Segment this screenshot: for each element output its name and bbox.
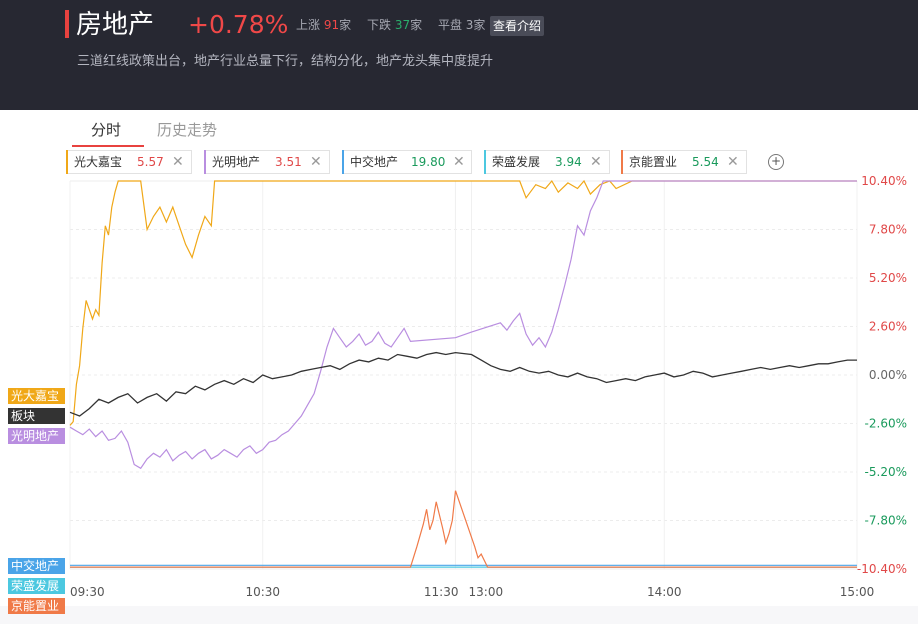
y-tick-label: -7.80% xyxy=(865,514,907,528)
series-line-京能置业 xyxy=(70,490,857,568)
stock-chip-value: 3.94 xyxy=(555,155,582,169)
flat-count-group: 平盘 3家 xyxy=(438,18,486,32)
stock-chip-3[interactable]: 荣盛发展 3.94 ✕ xyxy=(484,150,610,174)
unit-label: 家 xyxy=(410,18,423,32)
y-tick-label: 7.80% xyxy=(869,223,907,237)
breadth-counts: 上涨 91家 下跌 37家 平盘 3家 xyxy=(296,16,497,34)
x-tick-label: 15:00 xyxy=(840,585,875,599)
close-icon[interactable]: ✕ xyxy=(453,154,465,170)
stock-chip-4[interactable]: 京能置业 5.54 ✕ xyxy=(621,150,747,174)
sector-title: 房地产 xyxy=(76,10,155,40)
series-tag: 中交地产 xyxy=(8,558,65,574)
chip-color-stripe xyxy=(66,150,68,174)
up-label: 上涨 xyxy=(296,18,321,32)
chart-footer-band xyxy=(0,606,918,624)
stock-chip-value: 5.57 xyxy=(137,155,164,169)
down-count-group: 下跌 37家 xyxy=(367,18,422,32)
intraday-chart: 10.40% 7.80% 5.20% 2.60% 0.00% -2.60% -5.20% -7… xyxy=(0,176,918,624)
stock-chip-name: 京能置业 xyxy=(629,155,678,169)
flat-count: 3 xyxy=(465,18,474,32)
series-line-光明地产 xyxy=(69,180,857,470)
x-tick-label: 10:30 xyxy=(245,585,280,599)
add-circle-icon[interactable]: + xyxy=(768,154,784,170)
y-tick-label: 2.60% xyxy=(869,320,907,334)
y-tick-label: 10.40% xyxy=(861,176,907,188)
x-tick-label: 09:30 xyxy=(70,585,105,599)
unit-label: 家 xyxy=(339,18,352,32)
close-icon[interactable]: ✕ xyxy=(310,154,322,170)
series-line-板块 xyxy=(69,351,857,417)
y-tick-label: -10.40% xyxy=(857,562,907,576)
flat-label: 平盘 xyxy=(437,18,462,32)
unit-label: 家 xyxy=(473,18,486,32)
stock-chip-name: 中交地产 xyxy=(350,155,399,169)
series-line-光大嘉宝 xyxy=(69,179,857,426)
series-tag: 荣盛发展 xyxy=(8,578,65,594)
y-tick-label: -5.20% xyxy=(865,465,907,479)
up-count-group: 上涨 91家 xyxy=(296,18,351,32)
stock-chip-1[interactable]: 光明地产 3.51 ✕ xyxy=(204,150,330,174)
stock-chip-value: 19.80 xyxy=(411,155,446,169)
view-intro-button[interactable]: 查看介绍 xyxy=(490,16,545,36)
x-tick-label: 13:00 xyxy=(469,585,504,599)
stock-chip-value: 3.51 xyxy=(275,155,302,169)
chip-color-stripe xyxy=(204,150,206,174)
close-icon[interactable]: ✕ xyxy=(590,154,602,170)
y-tick-label: -2.60% xyxy=(865,417,907,431)
close-icon[interactable]: ✕ xyxy=(727,154,739,170)
chip-color-stripe xyxy=(342,150,344,174)
chip-color-stripe xyxy=(621,150,623,174)
sector-change: +0.78% xyxy=(188,10,289,39)
tab-history[interactable]: 历史走势 xyxy=(157,121,218,139)
series-tag: 京能置业 xyxy=(8,598,65,614)
y-tick-label: 5.20% xyxy=(869,271,907,285)
stock-chip-name: 光大嘉宝 xyxy=(74,155,123,169)
title-accent-bar xyxy=(65,10,69,38)
chart-background xyxy=(0,176,918,624)
stock-chip-0[interactable]: 光大嘉宝 5.57 ✕ xyxy=(66,150,192,174)
active-tab-indicator xyxy=(72,145,144,147)
chart-tabs: 分时 历史走势 xyxy=(0,110,918,148)
sector-description: 三道红线政策出台，地产行业总量下行，结构分化，地产龙头集中度提升 xyxy=(77,54,494,69)
series-tag: 光大嘉宝 xyxy=(8,388,65,404)
stock-chip-value: 5.54 xyxy=(692,155,719,169)
header: 房地产 +0.78% 上涨 91家 下跌 37家 平盘 3家 查看介绍 三道红线… xyxy=(0,0,918,110)
down-count: 37 xyxy=(394,18,411,32)
down-label: 下跌 xyxy=(366,18,391,32)
x-tick-label: 14:00 xyxy=(647,585,682,599)
up-count: 91 xyxy=(323,18,340,32)
x-tick-label: 11:30 xyxy=(424,585,459,599)
stock-chip-name: 荣盛发展 xyxy=(492,155,541,169)
series-tag: 光明地产 xyxy=(8,428,65,444)
stock-chip-name: 光明地产 xyxy=(212,155,261,169)
tab-intraday[interactable]: 分时 xyxy=(91,121,122,139)
y-tick-label: 0.00% xyxy=(869,368,907,382)
series-tag: 板块 xyxy=(8,408,65,424)
chip-color-stripe xyxy=(484,150,486,174)
close-icon[interactable]: ✕ xyxy=(172,154,184,170)
stock-chip-2[interactable]: 中交地产 19.80 ✕ xyxy=(342,150,472,174)
